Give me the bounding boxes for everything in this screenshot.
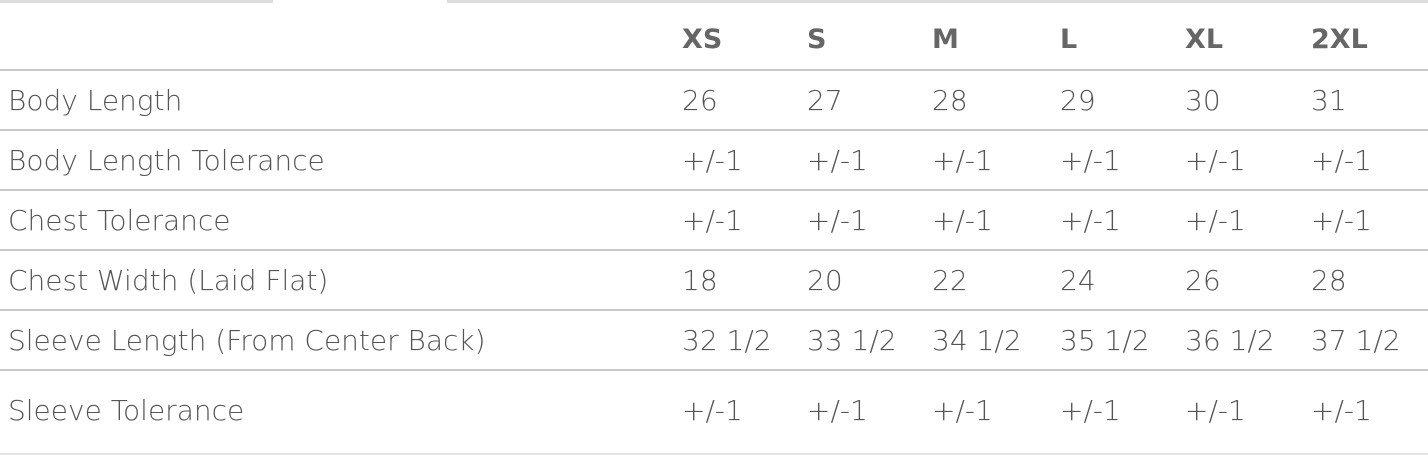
header-size: M xyxy=(932,23,959,55)
cell-value: +/-1 xyxy=(1060,143,1121,177)
cell-value: 18 xyxy=(682,263,718,297)
table-row: Sleeve Length (From Center Back) 32 1/2 33… xyxy=(0,310,1428,370)
table-row: Chest Tolerance +/-1 +/-1 +/-1 +/-1 +/-1 +/-1 xyxy=(0,190,1428,250)
table-row: Body Length 26 27 28 29 30 31 xyxy=(0,70,1428,130)
header-size: L xyxy=(1060,23,1078,55)
cell-value: +/-1 xyxy=(807,203,868,237)
table-row: Sleeve Tolerance +/-1 +/-1 +/-1 +/-1 +/-1 +/-1 xyxy=(0,370,1428,454)
cell-value: +/-1 xyxy=(1311,393,1372,427)
cell-value: +/-1 xyxy=(682,143,743,177)
cell-value: 22 xyxy=(932,263,968,297)
table-row: Chest Width (Laid Flat) 18 20 22 24 26 28 xyxy=(0,250,1428,310)
cell-value: +/-1 xyxy=(682,393,743,427)
cell-value: +/-1 xyxy=(1060,203,1121,237)
cell-value: 24 xyxy=(1060,263,1096,297)
cell-value: 32 1/2 xyxy=(682,323,772,357)
cell-value: 26 xyxy=(682,83,718,117)
tab-divider-left xyxy=(0,0,273,3)
cell-value: 34 1/2 xyxy=(932,323,1022,357)
cell-value: +/-1 xyxy=(1185,143,1246,177)
cell-value: 28 xyxy=(932,83,968,117)
header-size: 2XL xyxy=(1311,23,1368,55)
row-label: Chest Tolerance xyxy=(8,203,231,237)
cell-value: +/-1 xyxy=(1185,393,1246,427)
cell-value: 31 xyxy=(1311,83,1347,117)
cell-value: 33 1/2 xyxy=(807,323,897,357)
cell-value: 29 xyxy=(1060,83,1096,117)
row-label: Sleeve Length (From Center Back) xyxy=(8,323,486,357)
cell-value: +/-1 xyxy=(932,143,993,177)
cell-value: +/-1 xyxy=(807,393,868,427)
cell-value: +/-1 xyxy=(1311,203,1372,237)
header-empty xyxy=(0,9,682,70)
cell-value: 35 1/2 xyxy=(1060,323,1150,357)
cell-value: +/-1 xyxy=(1185,203,1246,237)
cell-value: +/-1 xyxy=(1060,393,1121,427)
cell-value: +/-1 xyxy=(932,393,993,427)
cell-value: +/-1 xyxy=(1311,143,1372,177)
cell-value: 20 xyxy=(807,263,843,297)
row-label: Body Length xyxy=(8,83,183,117)
table-row: Body Length Tolerance +/-1 +/-1 +/-1 +/-1 +/-… xyxy=(0,130,1428,190)
cell-value: 26 xyxy=(1185,263,1221,297)
row-label: Body Length Tolerance xyxy=(8,143,325,177)
size-chart-table: XS S M L XL 2XL Body Length 26 27 28 29 30 31 B… xyxy=(0,9,1428,455)
header-size: XL xyxy=(1185,23,1224,55)
cell-value: 36 1/2 xyxy=(1185,323,1275,357)
row-label: Chest Width (Laid Flat) xyxy=(8,263,329,297)
header-row: XS S M L XL 2XL xyxy=(0,9,1428,70)
cell-value: +/-1 xyxy=(932,203,993,237)
header-size: XS xyxy=(682,23,723,55)
tab-divider-right xyxy=(447,0,1428,3)
cell-value: 30 xyxy=(1185,83,1221,117)
header-size: S xyxy=(807,23,827,55)
cell-value: +/-1 xyxy=(807,143,868,177)
row-label: Sleeve Tolerance xyxy=(8,393,245,427)
cell-value: 27 xyxy=(807,83,843,117)
cell-value: 28 xyxy=(1311,263,1347,297)
cell-value: 37 1/2 xyxy=(1311,323,1401,357)
cell-value: +/-1 xyxy=(682,203,743,237)
